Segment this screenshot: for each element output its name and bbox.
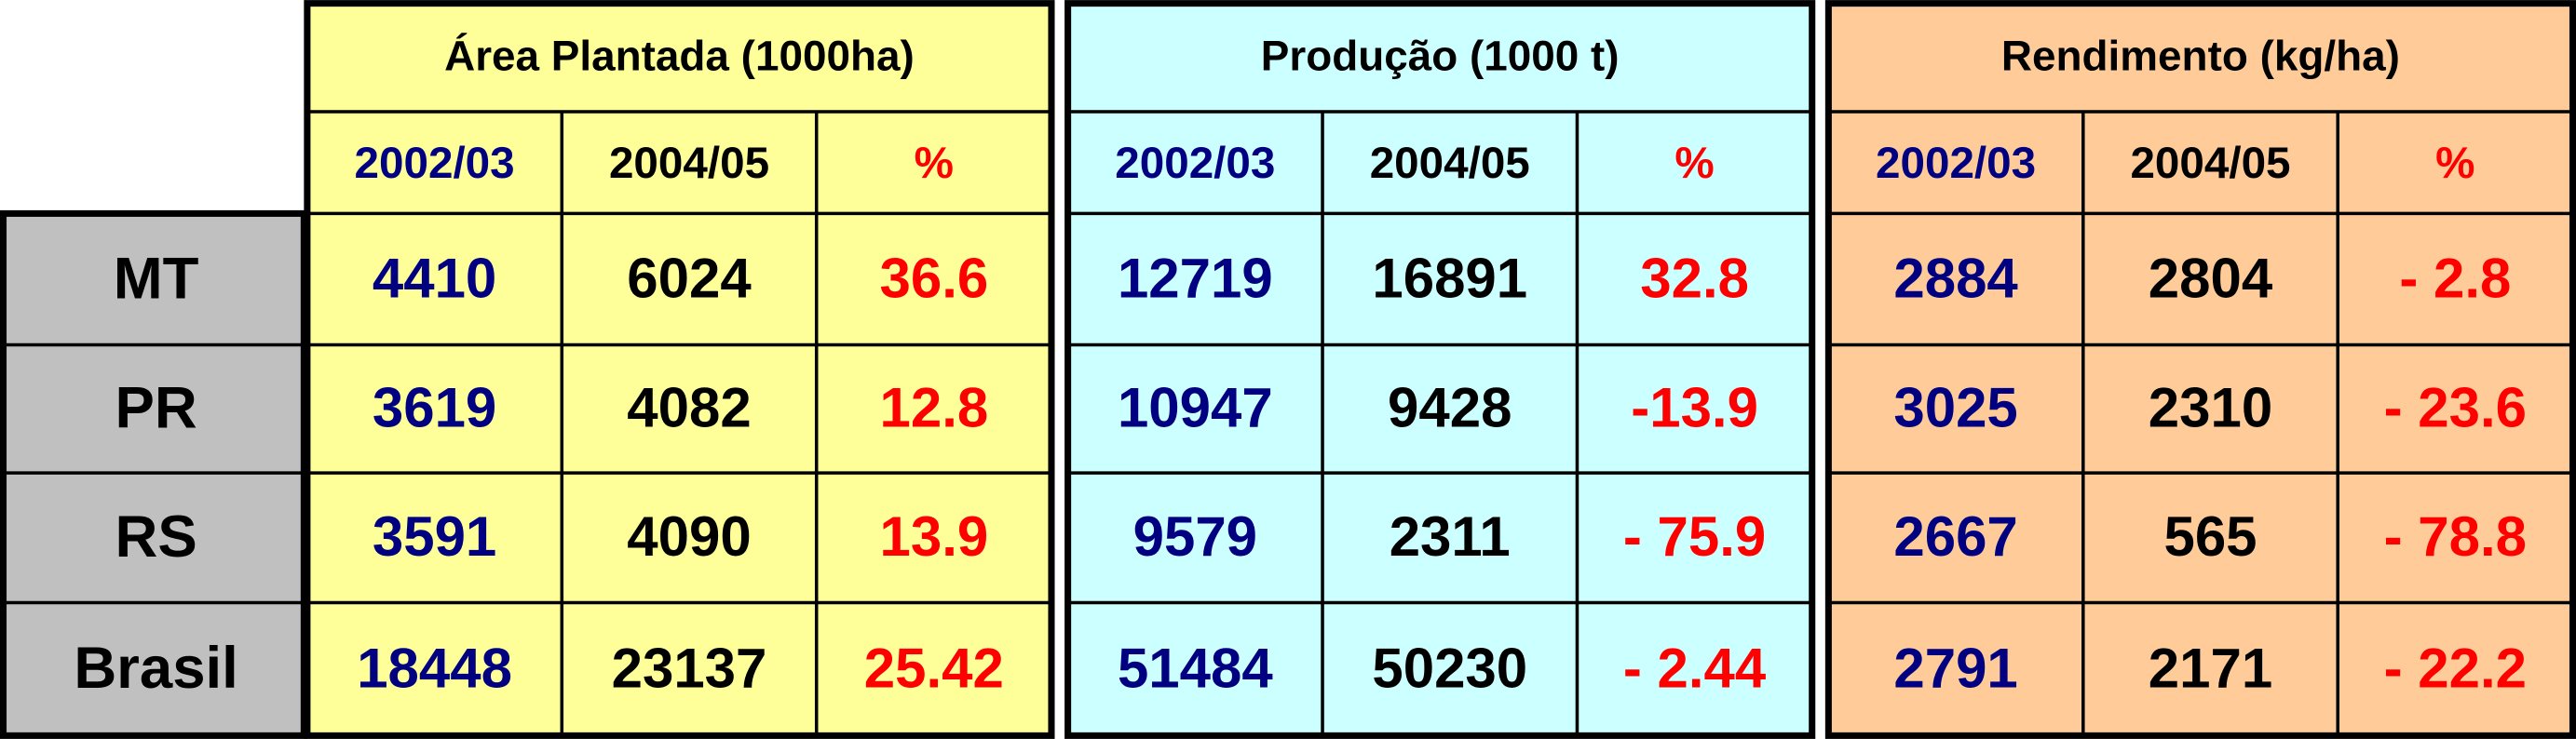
table-bg bbox=[306, 3, 1051, 736]
column-header: % bbox=[915, 139, 954, 188]
cell-value: 3025 bbox=[1893, 377, 2017, 439]
cell-value: 16891 bbox=[1372, 247, 1527, 309]
cell-value: 3619 bbox=[373, 377, 496, 439]
table-bg bbox=[1067, 3, 1812, 736]
cell-value: - 22.2 bbox=[2384, 637, 2527, 699]
cell-value: 2171 bbox=[2149, 637, 2272, 699]
cell-value: 36.6 bbox=[879, 247, 988, 309]
cell-value: 32.8 bbox=[1640, 247, 1749, 309]
column-header: 2004/05 bbox=[1370, 139, 1530, 188]
cell-value: 2884 bbox=[1893, 247, 2018, 309]
cell-value: 12.8 bbox=[879, 377, 988, 439]
table-title: Área Plantada (1000ha) bbox=[444, 32, 915, 80]
column-header: % bbox=[2435, 139, 2474, 188]
column-header: 2002/03 bbox=[1876, 139, 2036, 188]
cell-value: 2791 bbox=[1893, 637, 2017, 699]
row-label: PR bbox=[115, 376, 197, 441]
cell-value: 3591 bbox=[373, 505, 496, 568]
cell-value: 10947 bbox=[1118, 377, 1273, 439]
column-header: 2004/05 bbox=[2130, 139, 2290, 188]
cell-value: 25.42 bbox=[864, 637, 1004, 699]
column-header: 2002/03 bbox=[355, 139, 515, 188]
cell-value: 4410 bbox=[373, 247, 496, 309]
cell-value: 9428 bbox=[1388, 377, 1512, 439]
cell-value: - 2.44 bbox=[1623, 637, 1767, 699]
cell-value: 50230 bbox=[1372, 637, 1527, 699]
cell-value: - 75.9 bbox=[1623, 505, 1766, 568]
column-header: % bbox=[1674, 139, 1714, 188]
cell-value: -13.9 bbox=[1631, 377, 1758, 439]
cell-value: 4082 bbox=[627, 377, 751, 439]
column-header: 2002/03 bbox=[1115, 139, 1275, 188]
cell-value: 4090 bbox=[627, 505, 751, 568]
table-bg bbox=[1828, 3, 2573, 736]
cell-value: 13.9 bbox=[879, 505, 988, 568]
table-border bbox=[1064, 0, 1816, 739]
cell-value: 6024 bbox=[627, 247, 752, 309]
cell-value: 2804 bbox=[2149, 247, 2273, 309]
cell-value: 23137 bbox=[612, 637, 767, 699]
cell-value: 9579 bbox=[1133, 505, 1257, 568]
table-title: Rendimento (kg/ha) bbox=[2001, 32, 2400, 80]
row-label: MT bbox=[114, 246, 199, 311]
cell-value: 51484 bbox=[1118, 637, 1273, 699]
cell-value: 18448 bbox=[357, 637, 512, 699]
cell-value: 2667 bbox=[1893, 505, 2017, 568]
column-header: 2004/05 bbox=[609, 139, 769, 188]
cell-value: - 2.8 bbox=[2399, 247, 2511, 309]
table-title: Produção (1000 t) bbox=[1261, 32, 1620, 80]
cell-value: 2310 bbox=[2149, 377, 2272, 439]
table-border bbox=[1824, 0, 2576, 739]
cell-value: 2311 bbox=[1390, 505, 1511, 568]
cell-value: 12719 bbox=[1118, 247, 1273, 309]
row-label: RS bbox=[115, 504, 197, 570]
table-border bbox=[304, 0, 1055, 739]
row-label: Brasil bbox=[74, 636, 238, 701]
cell-value: 565 bbox=[2163, 505, 2257, 568]
cell-value: - 78.8 bbox=[2384, 505, 2527, 568]
cell-value: - 23.6 bbox=[2384, 377, 2527, 439]
